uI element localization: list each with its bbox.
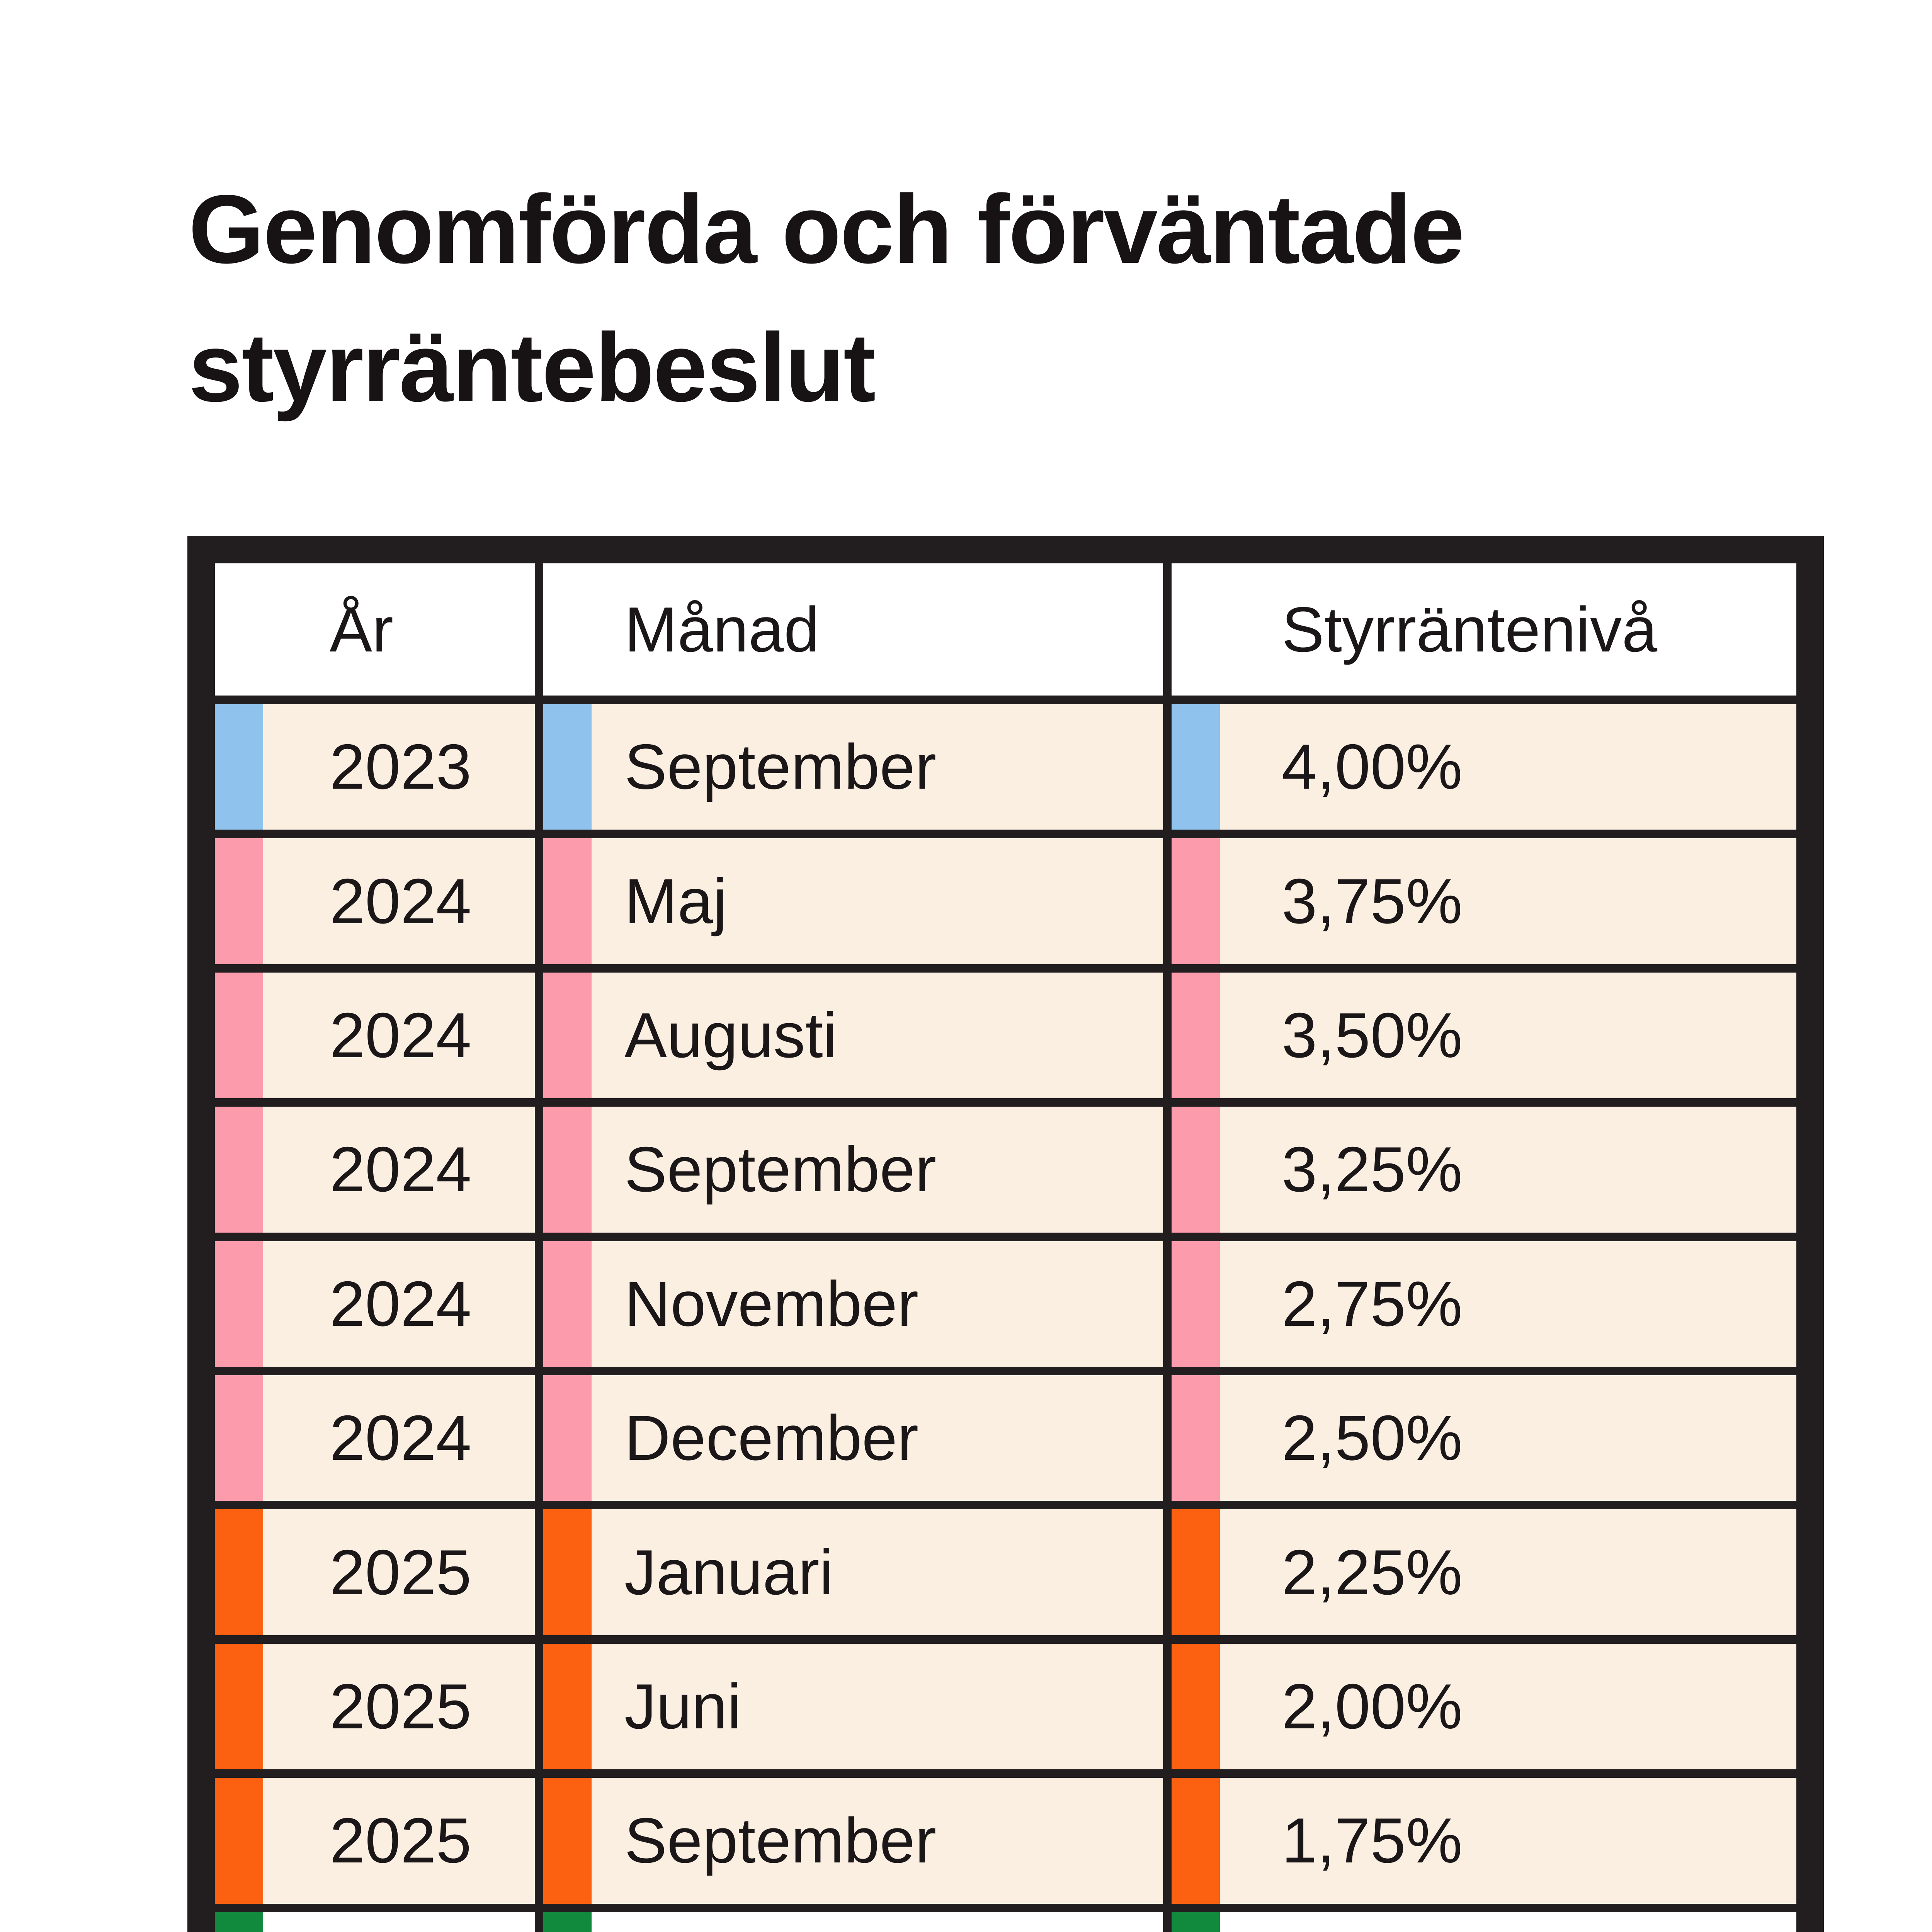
year-accent-strip [215, 1375, 263, 1501]
year-accent-strip [215, 704, 263, 830]
year-value: 2024 [330, 999, 472, 1071]
rate-accent-strip [1172, 1912, 1220, 1932]
rate-cell: 2,00% [1172, 1643, 1796, 1770]
rate-value: 3,50% [1282, 999, 1463, 1071]
year-cell: 2024 [215, 1107, 535, 1233]
year-accent-strip [215, 838, 263, 964]
month-accent-strip [543, 972, 592, 1099]
column-header-month: Månad [543, 563, 1163, 696]
month-cell: September [543, 1107, 1163, 1233]
column-header-year-label: År [330, 594, 393, 665]
page-title-line-1: Genomförda och förväntade [189, 175, 1464, 284]
month-accent-strip [543, 1375, 592, 1501]
year-accent-strip [215, 1241, 263, 1367]
year-cell: 2024 [215, 1241, 535, 1367]
rate-value: 3,75% [1282, 865, 1463, 937]
year-cell: 2023 [215, 704, 535, 830]
year-accent-strip [215, 1778, 263, 1904]
month-accent-strip [543, 1509, 592, 1635]
year-accent-strip [215, 972, 263, 1099]
month-accent-strip [543, 1912, 592, 1932]
rate-cell: 3,25% [1172, 1107, 1796, 1233]
month-accent-strip [543, 1107, 592, 1233]
month-value: September [624, 1805, 937, 1876]
month-value: September [624, 731, 937, 803]
rate-decisions-table: År Månad Styrräntenivå 2023 September 4,… [187, 536, 1824, 1932]
month-cell: Maj [543, 838, 1163, 964]
month-accent-strip [543, 1643, 592, 1770]
month-accent-strip [543, 704, 592, 830]
rate-cell: 4,00% [1172, 704, 1796, 830]
month-value: Augusti [624, 999, 837, 1071]
rate-value: 2,50% [1282, 1402, 1463, 1474]
month-cell: September [543, 1778, 1163, 1904]
rate-cell: 3,75% [1172, 838, 1796, 964]
rate-value: 2,25% [1282, 1536, 1463, 1608]
year-cell: 2025 [215, 1509, 535, 1635]
year-value: 2024 [330, 1268, 472, 1339]
year-cell: 2027 [215, 1912, 535, 1932]
year-cell: 2025 [215, 1778, 535, 1904]
year-accent-strip [215, 1912, 263, 1932]
page-title-line-2: styrräntebeslut [189, 313, 876, 422]
column-header-rate: Styrräntenivå [1172, 563, 1796, 696]
rate-accent-strip [1172, 1107, 1220, 1233]
month-value: Januari [624, 1536, 834, 1608]
month-cell: September [543, 704, 1163, 830]
rate-value: 2,75% [1282, 1268, 1463, 1339]
month-cell: Mars [543, 1912, 1163, 1932]
rate-value: 4,00% [1282, 731, 1463, 803]
month-accent-strip [543, 838, 592, 964]
rate-accent-strip [1172, 1643, 1220, 1770]
rate-accent-strip [1172, 1778, 1220, 1904]
year-value: 2024 [330, 1134, 472, 1205]
year-value: 2025 [330, 1670, 472, 1742]
page-title: Genomförda och förväntade styrräntebeslu… [189, 160, 1464, 437]
rate-value: 3,25% [1282, 1134, 1463, 1205]
year-cell: 2024 [215, 1375, 535, 1501]
year-cell: 2025 [215, 1643, 535, 1770]
rate-cell: 2,00% [1172, 1912, 1796, 1932]
rate-cell: 2,50% [1172, 1375, 1796, 1501]
rate-value: 1,75% [1282, 1805, 1463, 1876]
rate-accent-strip [1172, 972, 1220, 1099]
rate-cell: 1,75% [1172, 1778, 1796, 1904]
year-accent-strip [215, 1509, 263, 1635]
year-cell: 2024 [215, 838, 535, 964]
month-value: September [624, 1134, 937, 1205]
year-cell: 2024 [215, 972, 535, 1099]
month-value: December [624, 1402, 919, 1474]
month-cell: Juni [543, 1643, 1163, 1770]
month-cell: November [543, 1241, 1163, 1367]
rate-cell: 2,75% [1172, 1241, 1796, 1367]
rate-decisions-grid: År Månad Styrräntenivå 2023 September 4,… [215, 563, 1796, 1932]
month-value: Maj [624, 865, 727, 937]
column-header-month-label: Månad [624, 594, 820, 665]
month-cell: December [543, 1375, 1163, 1501]
column-header-year: År [215, 563, 535, 696]
month-value: Juni [624, 1670, 742, 1742]
year-accent-strip [215, 1643, 263, 1770]
year-value: 2025 [330, 1536, 472, 1608]
rate-accent-strip [1172, 704, 1220, 830]
rate-accent-strip [1172, 1241, 1220, 1367]
rate-cell: 3,50% [1172, 972, 1796, 1099]
year-value: 2023 [330, 731, 472, 803]
rate-cell: 2,25% [1172, 1509, 1796, 1635]
column-header-rate-label: Styrräntenivå [1282, 594, 1658, 665]
month-cell: Januari [543, 1509, 1163, 1635]
rate-accent-strip [1172, 1375, 1220, 1501]
month-accent-strip [543, 1241, 592, 1367]
rate-accent-strip [1172, 1509, 1220, 1635]
year-value: 2024 [330, 865, 472, 937]
month-accent-strip [543, 1778, 592, 1904]
year-value: 2025 [330, 1805, 472, 1876]
rate-value: 2,00% [1282, 1670, 1463, 1742]
month-cell: Augusti [543, 972, 1163, 1099]
month-value: November [624, 1268, 919, 1339]
rate-accent-strip [1172, 838, 1220, 964]
year-value: 2024 [330, 1402, 472, 1474]
year-accent-strip [215, 1107, 263, 1233]
